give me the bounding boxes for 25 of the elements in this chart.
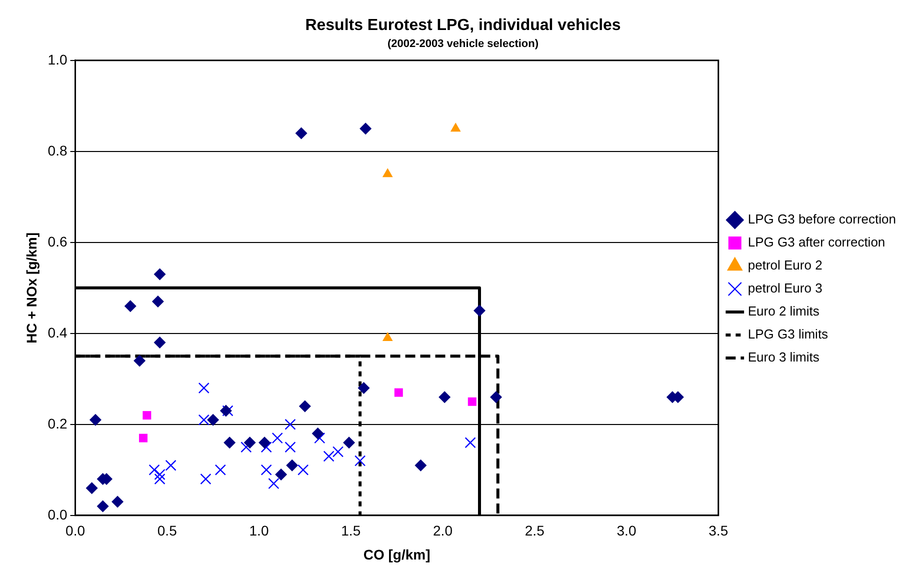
y-tick-label: 0.4 [48, 324, 68, 340]
x-tick-label: 2.5 [524, 522, 545, 539]
legend-label: Euro 3 limits [748, 350, 820, 365]
y-tick-label: 0.0 [48, 506, 68, 522]
chart-subtitle: (2002-2003 vehicle selection) [387, 38, 539, 50]
chart-title: Results Eurotest LPG, individual vehicles [305, 17, 621, 34]
x-tick-label: 3.0 [616, 522, 636, 539]
legend-label: Euro 2 limits [748, 304, 820, 319]
y-tick-label: 0.8 [48, 142, 68, 158]
x-tick-label: 1.0 [249, 522, 269, 539]
x-axis-title: CO [g/km] [363, 546, 430, 562]
legend-label: LPG G3 limits [748, 326, 829, 342]
x-tick-label: 2.0 [433, 522, 453, 539]
y-axis-title: HC + NOx [g/km] [23, 232, 40, 344]
legend-label: petrol Euro 3 [748, 280, 822, 296]
legend-label: petrol Euro 2 [748, 258, 822, 273]
x-tick-label: 3.5 [708, 522, 728, 539]
legend-label: LPG G3 after correction [748, 234, 886, 250]
y-tick-label: 0.2 [48, 415, 68, 432]
y-tick-label: 0.6 [48, 233, 68, 250]
x-tick-label: 0.0 [66, 522, 86, 539]
x-tick-label: 0.5 [157, 522, 178, 539]
x-tick-label: 1.5 [341, 522, 361, 539]
legend-label: LPG G3 before correction [748, 212, 896, 227]
y-tick-label: 1.0 [48, 51, 68, 68]
